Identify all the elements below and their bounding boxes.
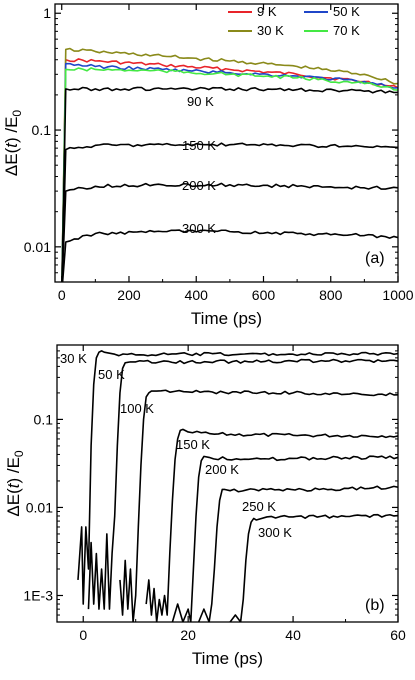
panel-label: (b) (365, 597, 385, 614)
series-line-150-k (61, 142, 398, 282)
series-annotation: 250 K (242, 499, 276, 514)
series-annotation: 100 K (120, 401, 154, 416)
x-tick-label: 60 (390, 627, 406, 643)
y-tick-label: 0.01 (24, 239, 51, 255)
x-tick-label: 600 (252, 287, 276, 303)
legend-label: 9 K (257, 4, 277, 19)
panel-a: 0 200 400 600 800 1000 0.01 0.1 1 Time (ps) ΔE(t) … (2, 3, 414, 328)
series-annotation: 150 K (176, 437, 210, 452)
x-tick-label: 0 (79, 627, 87, 643)
x-tick-label: 400 (185, 287, 209, 303)
x-tick-label: 20 (180, 627, 196, 643)
series-line-9-k (61, 58, 398, 282)
y-tick-label: 0.1 (34, 411, 54, 427)
legend-label: 50 K (333, 4, 360, 19)
series-annotation: 300 K (258, 525, 292, 540)
x-tick-label: 0 (58, 287, 66, 303)
x-axis-label: Time (ps) (191, 309, 262, 328)
series-line-300-k (61, 229, 398, 282)
series-annotation: 50 K (98, 367, 125, 382)
x-tick-label: 40 (285, 627, 301, 643)
panel-b-frame (56, 344, 399, 623)
series-line-50-k (87, 358, 398, 610)
series-annotation: 200 K (205, 462, 239, 477)
x-tick-label: 800 (319, 287, 343, 303)
panel-b-series (77, 350, 398, 622)
series-line-250-k (197, 485, 398, 622)
panel-a-series (61, 47, 398, 282)
legend: 9 K 30 K 50 K 70 K (228, 4, 360, 38)
x-axis-label: Time (ps) (192, 649, 263, 668)
y-axis-label: ΔE(t) /E0 (4, 450, 26, 517)
legend-label: 30 K (257, 23, 284, 38)
legend-label: 70 K (333, 23, 360, 38)
series-annotation: 90 K (187, 94, 214, 109)
x-tick-label: 1000 (382, 287, 413, 303)
series-line-300-k (229, 513, 398, 622)
panel-a-frame (54, 3, 399, 283)
series-line-50-k (61, 62, 398, 282)
series-line-30-k (77, 350, 398, 605)
series-line-30-k (61, 47, 398, 282)
series-line-200-k (171, 455, 398, 622)
y-tick-label: 1E-3 (23, 587, 53, 603)
y-tick-label: 1 (43, 5, 51, 21)
series-line-100-k (119, 389, 398, 622)
series-line-70-k (61, 67, 398, 282)
series-line-200-k (61, 182, 398, 282)
panel-b: 0 20 40 60 1E-3 0.01 0.1 Time (ps) ΔE(t) /E0 30 K… (4, 344, 406, 668)
series-line-90-k (61, 86, 398, 282)
y-tick-label: 0.01 (26, 499, 53, 515)
panel-label: (a) (365, 250, 385, 267)
series-annotation: 150 K (182, 138, 216, 153)
series-line-150-k (145, 428, 398, 622)
series-annotation: 300 K (182, 221, 216, 236)
x-tick-label: 200 (117, 287, 141, 303)
series-annotation: 200 K (182, 178, 216, 193)
y-axis-label: ΔE(t) /E0 (2, 110, 24, 177)
y-tick-label: 0.1 (32, 122, 52, 138)
series-annotation: 30 K (60, 351, 87, 366)
